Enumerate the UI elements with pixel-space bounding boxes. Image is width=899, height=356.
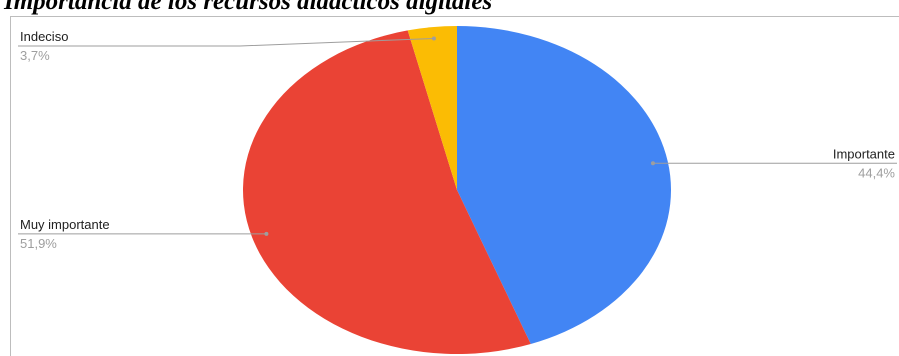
leader-line-indeciso <box>18 38 434 47</box>
slice-label-importante: Importante <box>833 146 895 161</box>
chart-frame <box>10 16 899 356</box>
slice-value-importante: 44,4% <box>858 165 895 180</box>
slice-value-indeciso: 3,7% <box>20 48 50 63</box>
slice-label-muy-importante: Muy importante <box>20 217 110 232</box>
slice-value-muy-importante: 51,9% <box>20 236 57 251</box>
pie-slice-muy-importante <box>243 30 531 355</box>
pie-slice-importante <box>457 26 672 344</box>
slice-label-indeciso: Indeciso <box>20 29 68 44</box>
pie-slice-indeciso <box>407 26 457 190</box>
chart-title: Importancia de los recursos didácticos d… <box>4 0 493 15</box>
